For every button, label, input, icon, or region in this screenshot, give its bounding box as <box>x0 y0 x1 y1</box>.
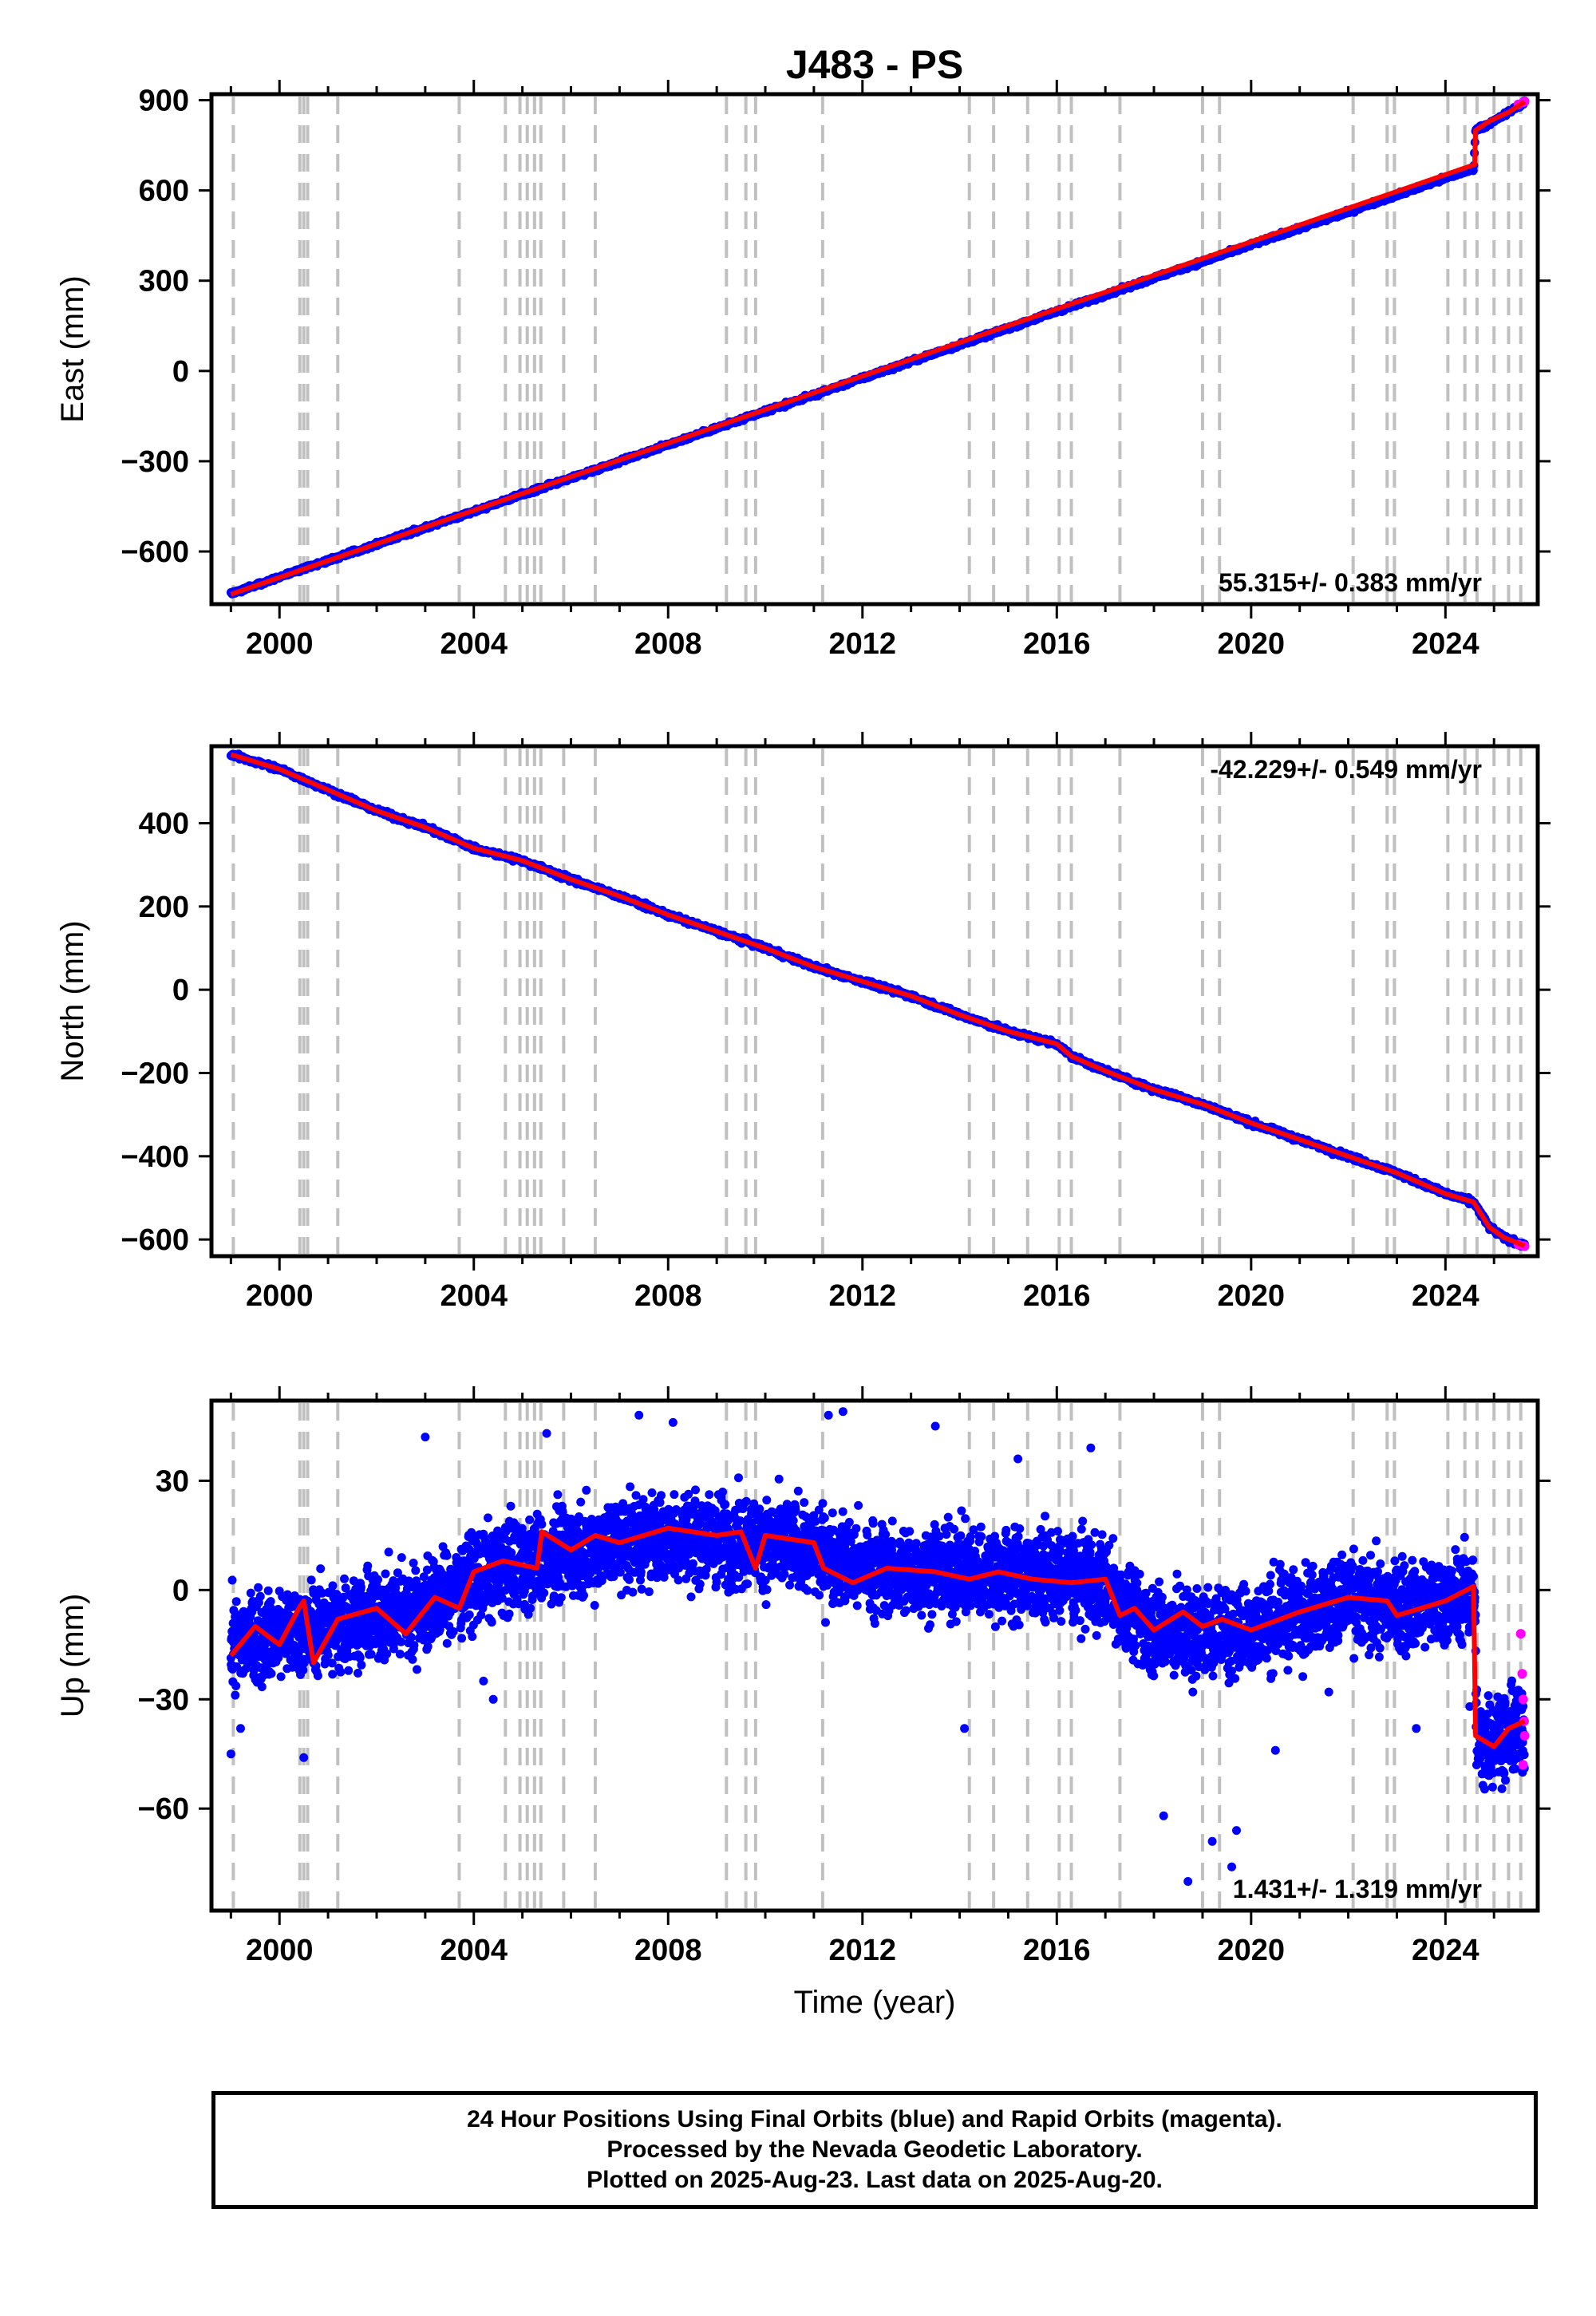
y-tick-label: 0 <box>172 974 189 1007</box>
x-tick-label: 2004 <box>440 627 508 661</box>
chart-title: J483 - PS <box>786 42 963 87</box>
data-point <box>276 1672 286 1682</box>
y-tick-label: 0 <box>172 355 189 389</box>
y-tick-label: 400 <box>139 808 189 841</box>
data-point <box>231 1682 241 1690</box>
y-tick-label: −400 <box>120 1140 189 1174</box>
x-tick-label: 2000 <box>246 627 314 661</box>
data-point <box>227 1575 237 1585</box>
x-tick-label: 2020 <box>1218 627 1286 661</box>
y-tick-label: 900 <box>139 85 189 118</box>
x-tick-label: 2024 <box>1412 1279 1479 1313</box>
data-point <box>254 1583 263 1592</box>
data-point <box>231 1690 240 1700</box>
y-tick-label: −200 <box>120 1057 189 1090</box>
data-point <box>246 1588 255 1598</box>
x-tick-label: 2016 <box>1023 1279 1091 1313</box>
x-tick-label: 2008 <box>634 627 702 661</box>
velocity-label: 55.315+/- 0.383 mm/yr <box>1219 568 1482 597</box>
y-axis-label: East (mm) <box>55 275 90 422</box>
model-fit-line <box>230 99 1527 597</box>
model-fit-line <box>230 752 1526 1248</box>
panel-up: 2000 2004 2008 2012 2016 2020 2024−60−30030Up … <box>55 1386 1551 1967</box>
y-tick-label: −600 <box>120 1223 189 1257</box>
data-point <box>267 1669 276 1678</box>
x-tick-label: 2020 <box>1218 1279 1286 1313</box>
y-tick-label: −300 <box>120 445 189 479</box>
y-tick-label: 600 <box>139 175 189 208</box>
y-axis-label: North (mm) <box>55 920 90 1081</box>
panel-north: 2000 2004 2008 2012 2016 2020 2024−600−400−200… <box>55 732 1551 1313</box>
data-point <box>231 1597 241 1607</box>
y-tick-label: −600 <box>120 536 189 569</box>
velocity-label: -42.229+/- 0.549 mm/yr <box>1210 755 1482 784</box>
x-tick-label: 2012 <box>829 627 897 661</box>
data-point <box>255 1591 265 1601</box>
x-tick-label: 2024 <box>1412 627 1479 661</box>
x-tick-label: 2008 <box>634 1279 702 1313</box>
x-tick-label: 2004 <box>440 1279 508 1313</box>
y-tick-label: 200 <box>139 891 189 924</box>
x-tick-label: 2000 <box>246 1279 314 1313</box>
x-tick-label: 2012 <box>829 1279 897 1313</box>
data-points <box>226 1407 1529 1886</box>
x-tick-label: 2016 <box>1023 627 1091 661</box>
data-points <box>226 96 1529 599</box>
y-tick-label: 300 <box>139 265 189 298</box>
data-point <box>263 1586 273 1595</box>
panel-east: 2000 2004 2008 2012 2016 2020 2024 −600 −300 0 300… <box>55 80 1551 661</box>
data-point <box>257 1682 267 1692</box>
